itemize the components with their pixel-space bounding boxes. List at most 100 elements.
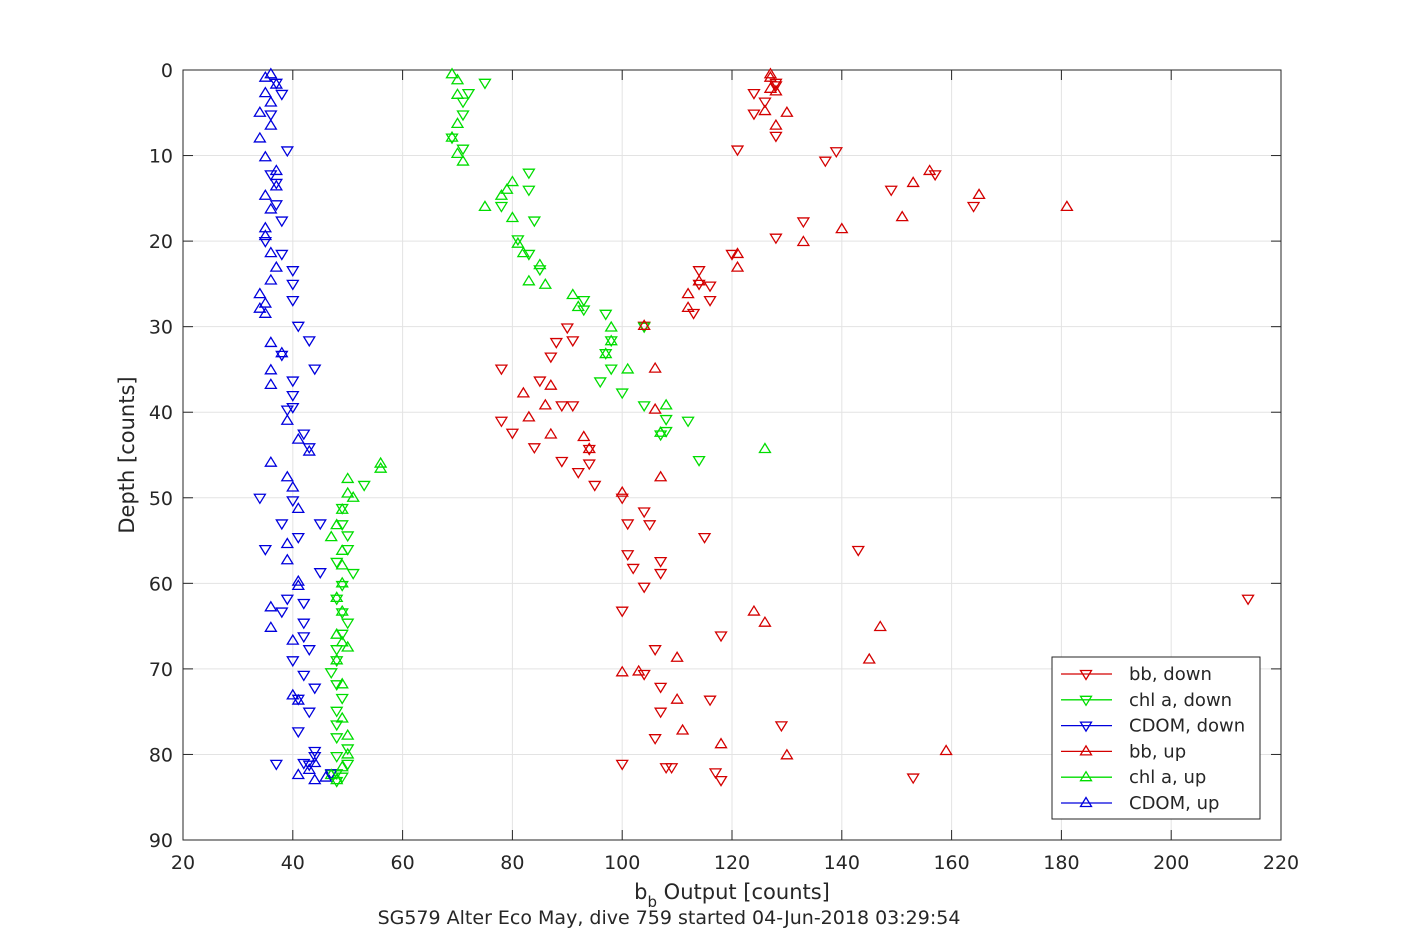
data-point (681, 301, 695, 312)
data-point (758, 615, 772, 627)
data-point (604, 334, 618, 346)
data-point (626, 563, 640, 575)
data-point (330, 656, 344, 668)
data-point (648, 361, 662, 373)
data-point (769, 118, 783, 130)
data-point (286, 480, 300, 492)
data-point (269, 260, 283, 272)
x-tick-label: 220 (1263, 852, 1299, 874)
data-point (939, 744, 953, 756)
data-point (308, 752, 322, 763)
data-point (330, 733, 344, 745)
data-point (494, 416, 509, 428)
data-point (341, 728, 355, 740)
data-point (527, 443, 542, 455)
data-point (275, 89, 289, 101)
data-point (264, 202, 278, 214)
legend-label: bb, down (1129, 664, 1212, 685)
x-tick-label: 160 (933, 852, 969, 874)
data-point (335, 503, 349, 514)
data-point (275, 216, 289, 228)
data-point (686, 308, 701, 320)
x-tick-label: 200 (1153, 852, 1189, 874)
x-axis-label: bb Output [counts] (634, 880, 830, 911)
legend-marker (1079, 695, 1093, 707)
x-tick-label: 40 (281, 852, 305, 874)
data-point (593, 377, 607, 389)
data-point (286, 390, 300, 402)
data-point (511, 235, 525, 247)
data-point (264, 600, 278, 612)
data-point (302, 763, 316, 774)
data-point (884, 185, 898, 197)
data-point (637, 401, 651, 413)
data-point (286, 279, 300, 291)
data-point (335, 760, 349, 772)
data-point (544, 378, 558, 390)
x-axis-label-subscript: b (647, 893, 657, 911)
data-point (604, 364, 618, 376)
data-point (269, 759, 283, 771)
data-point (297, 429, 311, 441)
x-tick-label: 20 (171, 852, 195, 874)
data-point (264, 67, 278, 79)
data-point (286, 633, 300, 645)
data-point (730, 260, 745, 272)
data-point (494, 364, 509, 376)
data-point (769, 233, 783, 245)
data-point (253, 493, 267, 505)
data-point (330, 627, 344, 639)
y-tick-label: 60 (149, 573, 173, 595)
data-point (258, 307, 273, 318)
data-point (648, 734, 662, 745)
data-point (714, 775, 728, 787)
data-point (769, 81, 783, 93)
data-point (264, 246, 278, 258)
data-point (357, 480, 371, 492)
data-point (335, 576, 349, 588)
data-point (264, 170, 278, 182)
series-5 (253, 67, 333, 785)
ticks: 20 40 60 80 100 120 140 160 180 200 220 0 10 20 30 40 50… (149, 60, 1299, 874)
data-point (1060, 200, 1074, 212)
data-point (258, 189, 273, 200)
data-point (906, 176, 920, 188)
data-point (703, 695, 717, 707)
data-point (648, 645, 662, 656)
data-point (275, 607, 289, 619)
data-point (577, 295, 591, 307)
data-point (769, 84, 783, 96)
x-tick-label: 100 (604, 852, 640, 874)
x-tick-label: 180 (1043, 852, 1079, 874)
data-point (653, 682, 668, 694)
data-point (582, 459, 596, 471)
data-point (615, 606, 629, 618)
data-point (763, 67, 778, 79)
data-point (538, 277, 552, 289)
data-point (330, 706, 344, 718)
data-point (599, 309, 613, 321)
data-point (291, 502, 305, 514)
data-point (544, 352, 558, 364)
data-point (341, 486, 355, 498)
data-point (642, 520, 657, 532)
data-point (335, 544, 349, 555)
data-point (341, 531, 355, 543)
data-point (747, 109, 761, 121)
data-point (681, 287, 695, 299)
legend-marker (1079, 744, 1093, 756)
data-point (571, 467, 585, 479)
data-point (297, 670, 311, 682)
data-point (637, 319, 651, 330)
data-point (324, 768, 338, 780)
data-point (769, 131, 783, 143)
data-point (675, 723, 690, 735)
data-point (275, 519, 289, 531)
x-axis-label-main: b (634, 880, 647, 904)
data-point (269, 164, 283, 176)
data-point (511, 236, 525, 248)
data-point (280, 553, 294, 565)
data-point (286, 656, 300, 668)
data-point (286, 295, 300, 307)
